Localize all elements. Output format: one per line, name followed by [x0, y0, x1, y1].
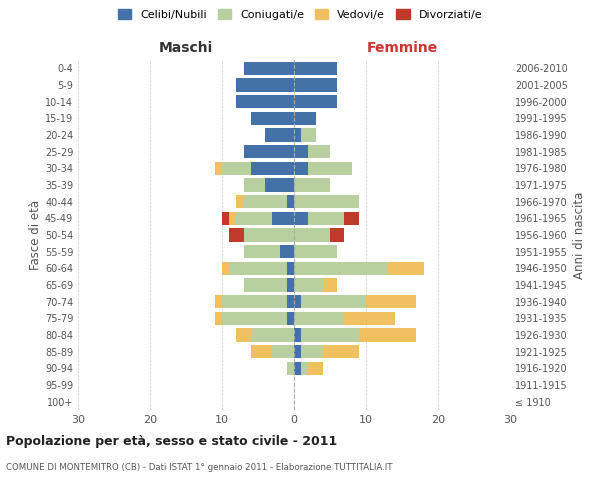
Bar	[251, 162, 294, 175]
Bar	[301, 328, 359, 342]
Bar	[272, 345, 294, 358]
Bar	[244, 245, 280, 258]
Bar	[265, 128, 294, 141]
Bar	[294, 278, 323, 291]
Bar	[215, 312, 222, 325]
Bar	[308, 145, 330, 158]
Bar	[294, 245, 337, 258]
Bar	[244, 62, 294, 75]
Bar	[294, 295, 301, 308]
Bar	[294, 112, 316, 125]
Legend: Celibi/Nubili, Coniugati/e, Vedovi/e, Divorziati/e: Celibi/Nubili, Coniugati/e, Vedovi/e, Di…	[115, 6, 485, 23]
Bar	[251, 345, 272, 358]
Bar	[359, 328, 416, 342]
Bar	[229, 262, 287, 275]
Bar	[344, 212, 359, 225]
Bar	[287, 278, 294, 291]
Bar	[222, 162, 251, 175]
Bar	[294, 128, 301, 141]
Bar	[222, 295, 287, 308]
Bar	[294, 62, 337, 75]
Bar	[236, 328, 251, 342]
Bar	[308, 212, 344, 225]
Bar	[301, 362, 308, 375]
Y-axis label: Anni di nascita: Anni di nascita	[573, 192, 586, 278]
Bar	[301, 295, 366, 308]
Bar	[215, 295, 222, 308]
Bar	[229, 212, 236, 225]
Bar	[222, 262, 229, 275]
Bar	[294, 262, 388, 275]
Bar	[308, 362, 323, 375]
Bar	[236, 95, 294, 108]
Bar	[287, 362, 294, 375]
Bar	[294, 195, 359, 208]
Bar	[294, 345, 301, 358]
Bar	[244, 228, 294, 241]
Bar	[294, 212, 308, 225]
Bar	[366, 295, 416, 308]
Bar	[323, 345, 359, 358]
Bar	[301, 345, 323, 358]
Bar	[229, 228, 244, 241]
Bar	[294, 178, 330, 192]
Bar	[244, 178, 265, 192]
Bar	[294, 228, 330, 241]
Bar	[251, 328, 294, 342]
Bar	[236, 195, 244, 208]
Bar	[308, 162, 352, 175]
Bar	[222, 312, 287, 325]
Bar	[222, 212, 229, 225]
Bar	[215, 162, 222, 175]
Bar	[294, 95, 337, 108]
Bar	[244, 145, 294, 158]
Bar	[265, 178, 294, 192]
Text: Maschi: Maschi	[159, 41, 213, 55]
Bar	[388, 262, 424, 275]
Text: Popolazione per età, sesso e stato civile - 2011: Popolazione per età, sesso e stato civil…	[6, 434, 337, 448]
Bar	[294, 162, 308, 175]
Bar	[294, 78, 337, 92]
Bar	[236, 212, 272, 225]
Text: COMUNE DI MONTEMITRO (CB) - Dati ISTAT 1° gennaio 2011 - Elaborazione TUTTITALIA: COMUNE DI MONTEMITRO (CB) - Dati ISTAT 1…	[6, 464, 392, 472]
Bar	[301, 128, 316, 141]
Bar	[287, 295, 294, 308]
Bar	[294, 312, 344, 325]
Bar	[287, 262, 294, 275]
Bar	[330, 228, 344, 241]
Bar	[344, 312, 395, 325]
Bar	[251, 112, 294, 125]
Bar	[244, 195, 287, 208]
Text: Femmine: Femmine	[367, 41, 437, 55]
Bar	[244, 278, 287, 291]
Bar	[323, 278, 337, 291]
Bar	[294, 328, 301, 342]
Bar	[280, 245, 294, 258]
Bar	[287, 195, 294, 208]
Bar	[287, 312, 294, 325]
Bar	[272, 212, 294, 225]
Bar	[294, 145, 308, 158]
Bar	[236, 78, 294, 92]
Y-axis label: Fasce di età: Fasce di età	[29, 200, 42, 270]
Bar	[294, 362, 301, 375]
